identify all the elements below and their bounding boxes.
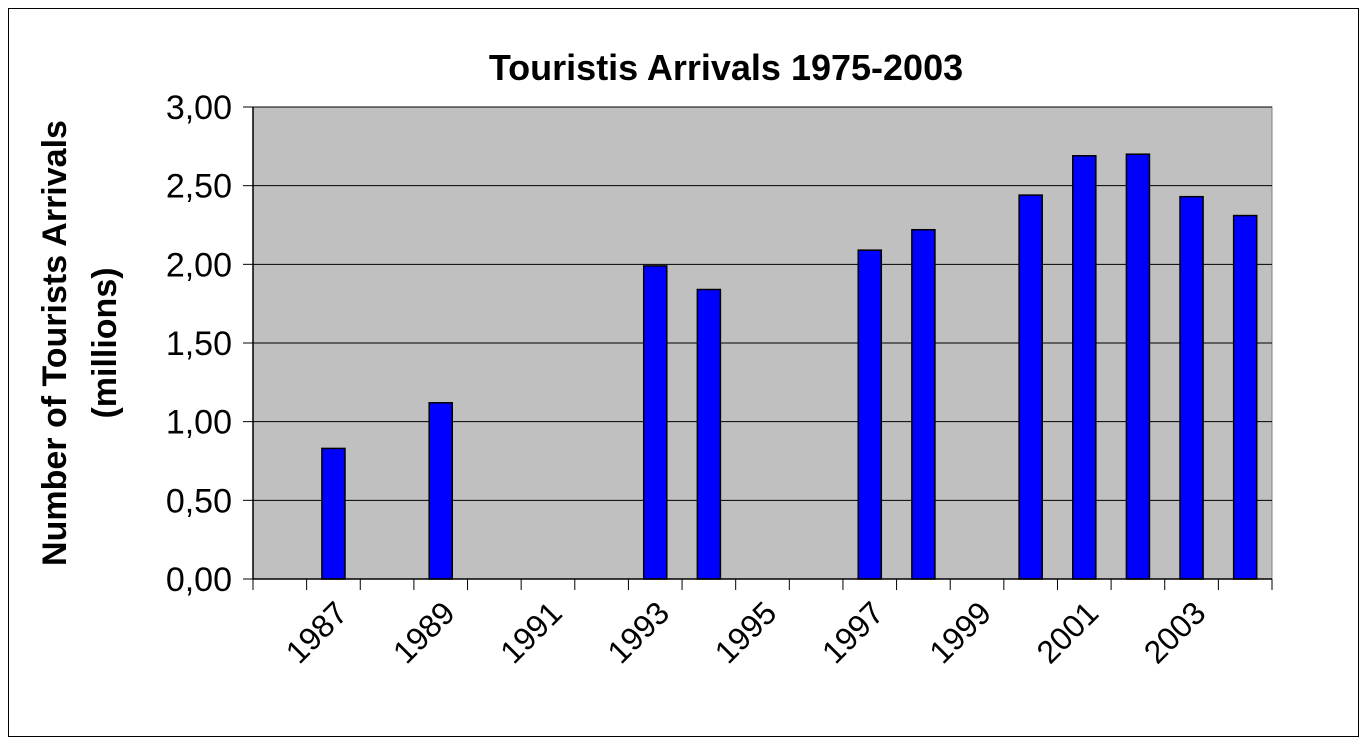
- y-tick-label: 1,50: [166, 325, 232, 363]
- y-axis-label: (millions): [86, 267, 124, 418]
- bar: [1125, 153, 1151, 580]
- y-tick-label: 0,00: [166, 561, 232, 599]
- bar: [857, 249, 883, 580]
- y-tick-label: 1,00: [166, 404, 232, 442]
- bar: [911, 228, 936, 580]
- bar: [642, 265, 668, 580]
- bar: [321, 447, 346, 580]
- chart-title: Touristis Arrivals 1975-2003: [489, 47, 963, 88]
- y-axis-label: Number of Tourists Arrivals: [36, 120, 74, 566]
- bar: [1072, 155, 1097, 580]
- bar: [1232, 214, 1258, 580]
- bar: [696, 288, 722, 580]
- y-tick-label: 2,50: [166, 168, 232, 206]
- y-tick-label: 2,00: [166, 246, 232, 284]
- bar: [428, 402, 453, 580]
- bar: [1018, 194, 1043, 580]
- y-tick-label: 3,00: [166, 89, 232, 127]
- bar: [1179, 195, 1204, 580]
- y-tick-label: 0,50: [166, 482, 232, 520]
